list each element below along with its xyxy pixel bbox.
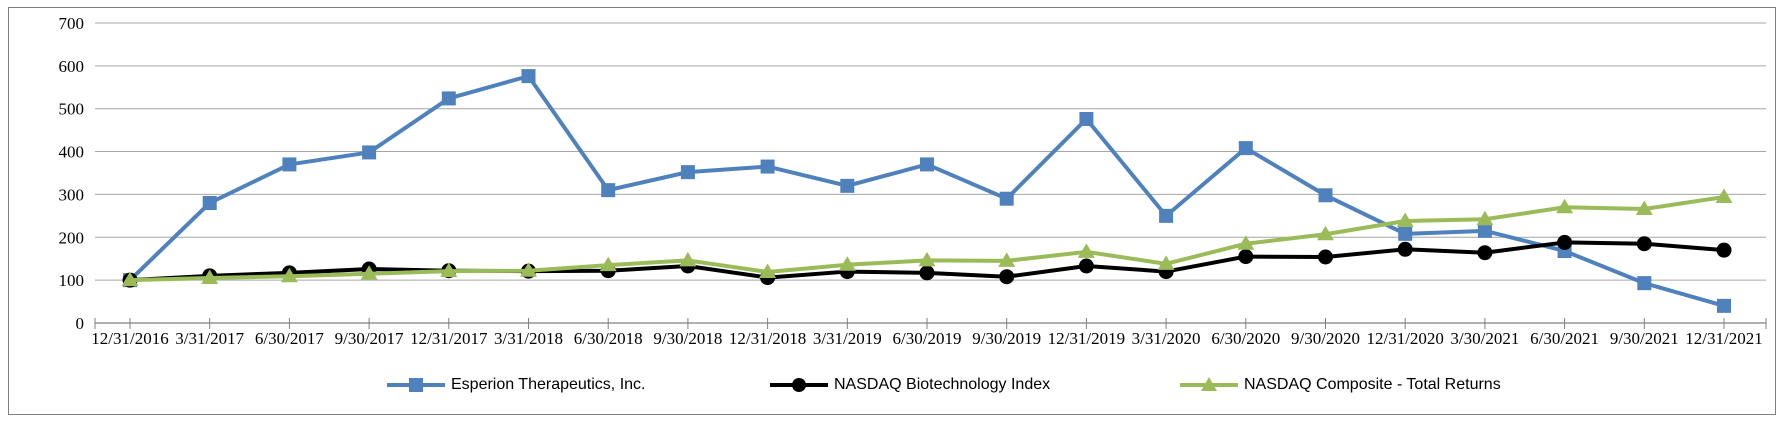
svg-text:500: 500 <box>59 100 85 119</box>
legend-label-esperion: Esperion Therapeutics, Inc. <box>451 376 646 393</box>
svg-text:9/30/2019: 9/30/2019 <box>972 329 1041 348</box>
svg-text:700: 700 <box>59 14 85 33</box>
svg-text:6/30/2021: 6/30/2021 <box>1530 329 1599 348</box>
svg-text:12/31/2020: 12/31/2020 <box>1366 329 1443 348</box>
legend-marker-nasdaq-composite-icon <box>1180 377 1238 391</box>
svg-text:9/30/2017: 9/30/2017 <box>335 329 404 348</box>
legend-marker-esperion-icon <box>387 378 445 392</box>
legend-item-nasdaq-composite: NASDAQ Composite - Total Returns <box>1178 372 1501 398</box>
legend-label-nasdaq-composite: NASDAQ Composite - Total Returns <box>1244 376 1501 393</box>
svg-text:300: 300 <box>59 185 85 204</box>
svg-text:6/30/2020: 6/30/2020 <box>1211 329 1280 348</box>
svg-text:12/31/2016: 12/31/2016 <box>91 329 168 348</box>
svg-text:6/30/2018: 6/30/2018 <box>574 329 643 348</box>
svg-text:400: 400 <box>59 143 85 162</box>
svg-text:6/30/2017: 6/30/2017 <box>255 329 324 348</box>
svg-text:0: 0 <box>76 314 85 333</box>
svg-text:3/30/2021: 3/30/2021 <box>1450 329 1519 348</box>
legend-marker-nasdaq-biotech-icon <box>770 378 828 392</box>
svg-text:12/31/2021: 12/31/2021 <box>1685 329 1762 348</box>
svg-text:9/30/2018: 9/30/2018 <box>653 329 722 348</box>
svg-text:200: 200 <box>59 228 85 247</box>
svg-text:3/31/2020: 3/31/2020 <box>1132 329 1201 348</box>
svg-text:6/30/2019: 6/30/2019 <box>893 329 962 348</box>
svg-text:9/30/2021: 9/30/2021 <box>1610 329 1679 348</box>
svg-text:12/31/2018: 12/31/2018 <box>729 329 806 348</box>
svg-text:12/31/2019: 12/31/2019 <box>1048 329 1125 348</box>
svg-text:3/31/2019: 3/31/2019 <box>813 329 882 348</box>
svg-text:9/30/2020: 9/30/2020 <box>1291 329 1360 348</box>
legend-item-esperion: Esperion Therapeutics, Inc. <box>385 372 645 398</box>
svg-text:100: 100 <box>59 271 85 290</box>
svg-text:3/31/2018: 3/31/2018 <box>494 329 563 348</box>
chart-legend: Esperion Therapeutics, Inc. NASDAQ Biote… <box>0 372 1782 398</box>
legend-label-nasdaq-biotech: NASDAQ Biotechnology Index <box>834 376 1051 393</box>
svg-text:3/31/2017: 3/31/2017 <box>175 329 244 348</box>
svg-text:600: 600 <box>59 57 85 76</box>
svg-text:12/31/2017: 12/31/2017 <box>410 329 488 348</box>
legend-item-nasdaq-biotech: NASDAQ Biotechnology Index <box>768 372 1050 398</box>
